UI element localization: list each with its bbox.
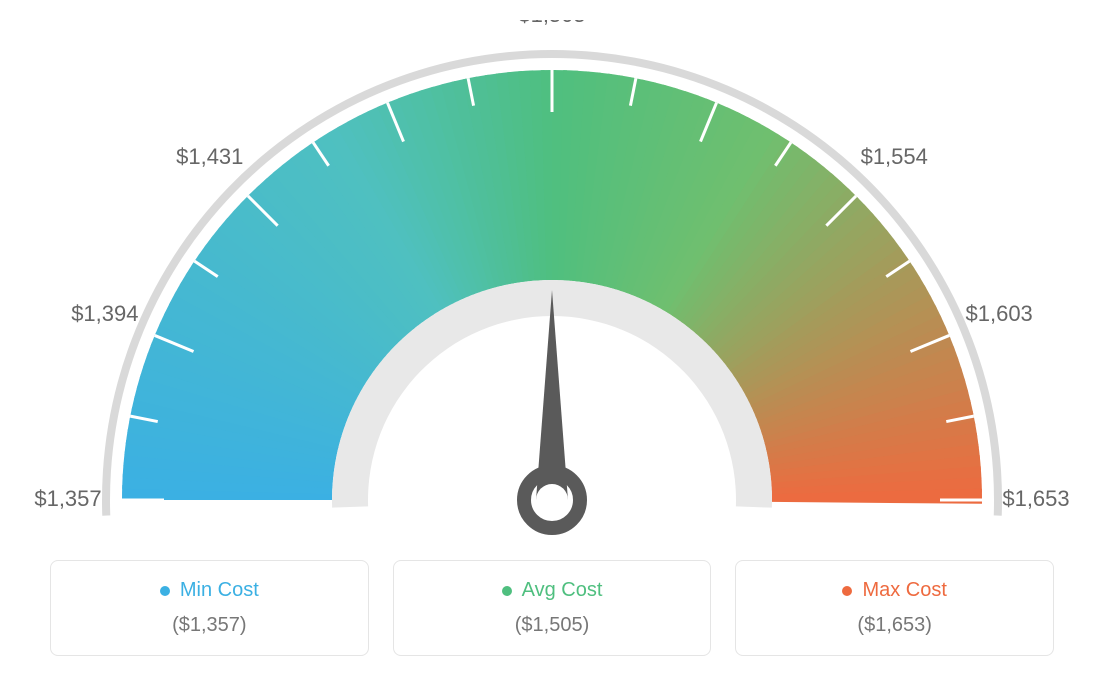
tick-label: $1,603: [966, 301, 1033, 326]
legend-value-max: ($1,653): [756, 614, 1033, 637]
gauge-chart: $1,357 $1,394 $1,431 $1,505 $1,554 $1,603 $1,6…: [20, 20, 1084, 540]
tick-label: $1,653: [1002, 486, 1069, 511]
gauge-svg: $1,357 $1,394 $1,431 $1,505 $1,554 $1,603 $1,6…: [20, 20, 1084, 540]
dot-icon: [160, 586, 170, 596]
dot-icon: [842, 586, 852, 596]
legend-row: Min Cost ($1,357) Avg Cost ($1,505) Max …: [20, 560, 1084, 656]
legend-card-avg: Avg Cost ($1,505): [393, 560, 712, 656]
legend-label-min: Min Cost: [180, 579, 259, 602]
dot-icon: [502, 586, 512, 596]
tick-label: $1,431: [176, 144, 243, 169]
needle-hub-inner: [536, 484, 568, 516]
tick-label: $1,505: [518, 20, 585, 27]
tick-label: $1,394: [71, 301, 138, 326]
legend-header-avg: Avg Cost: [414, 579, 691, 602]
legend-label-avg: Avg Cost: [522, 579, 603, 602]
tick-label: $1,554: [861, 144, 928, 169]
tick-label: $1,357: [34, 486, 101, 511]
legend-header-max: Max Cost: [756, 579, 1033, 602]
legend-header-min: Min Cost: [71, 579, 348, 602]
legend-value-min: ($1,357): [71, 614, 348, 637]
legend-card-max: Max Cost ($1,653): [735, 560, 1054, 656]
legend-value-avg: ($1,505): [414, 614, 691, 637]
legend-label-max: Max Cost: [862, 579, 946, 602]
legend-card-min: Min Cost ($1,357): [50, 560, 369, 656]
